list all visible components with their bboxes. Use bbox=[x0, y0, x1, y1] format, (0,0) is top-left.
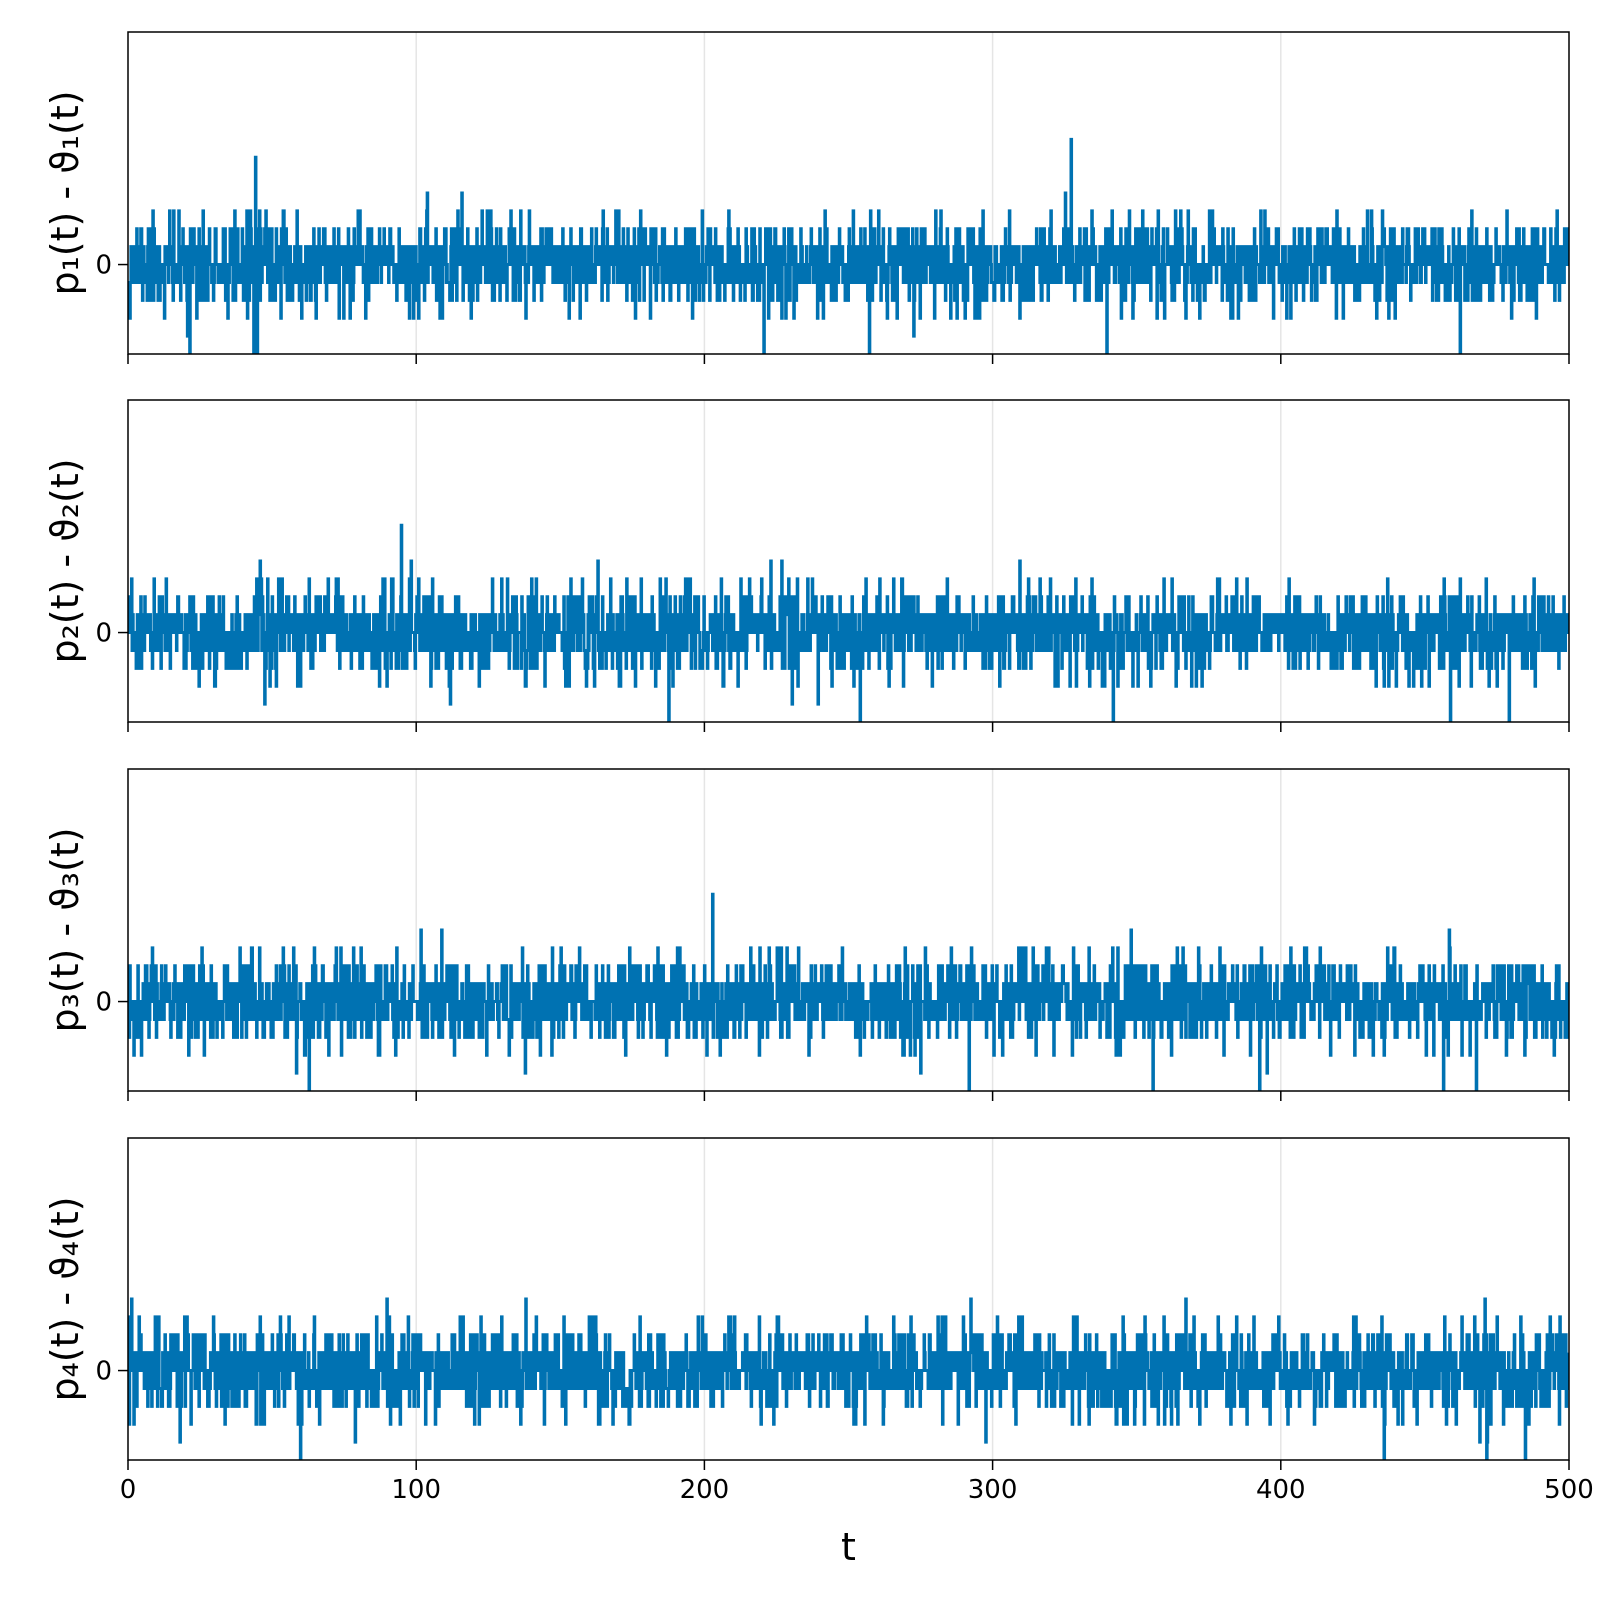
y-tick-label-0: 0 bbox=[95, 988, 112, 1018]
x-tick-label-500: 500 bbox=[1544, 1475, 1594, 1505]
subplot-2: 0 p₂(t) - ϑ₂(t) bbox=[43, 399, 1570, 732]
subplot-4: 0 100 200 300 400 500 0 p₄(t) - ϑ₄(t) t bbox=[43, 1137, 1594, 1569]
y-axis-label: p₄(t) - ϑ₄(t) bbox=[43, 1196, 87, 1401]
series-line-2-1 bbox=[128, 523, 1569, 722]
series-line-1-1 bbox=[128, 137, 1569, 354]
y-axis-label: p₁(t) - ϑ₁(t) bbox=[43, 90, 87, 295]
axes-frame bbox=[127, 1137, 1570, 1461]
x-tick-label-0: 0 bbox=[120, 1475, 137, 1505]
x-tick-label-200: 200 bbox=[680, 1475, 730, 1505]
x-tick-label-300: 300 bbox=[968, 1475, 1018, 1505]
axes-frame bbox=[127, 768, 1570, 1092]
axes-frame bbox=[127, 399, 1570, 723]
x-axis-label: t bbox=[841, 1525, 856, 1569]
series-line-3-1 bbox=[128, 892, 1569, 1091]
subplot-1: 0 p₁(t) - ϑ₁(t) bbox=[43, 31, 1570, 364]
x-tick-label-400: 400 bbox=[1256, 1475, 1306, 1505]
y-axis-label: p₂(t) - ϑ₂(t) bbox=[43, 458, 87, 663]
y-tick-label-0: 0 bbox=[95, 1357, 112, 1387]
subplot-3: 0 p₃(t) - ϑ₃(t) bbox=[43, 768, 1570, 1101]
x-tick-label-100: 100 bbox=[391, 1475, 441, 1505]
series-line-4-1 bbox=[128, 1297, 1569, 1460]
y-axis-label: p₃(t) - ϑ₃(t) bbox=[43, 827, 87, 1032]
y-tick-label-0: 0 bbox=[95, 619, 112, 649]
axes-frame bbox=[127, 31, 1570, 355]
y-tick-label-0: 0 bbox=[95, 251, 112, 281]
